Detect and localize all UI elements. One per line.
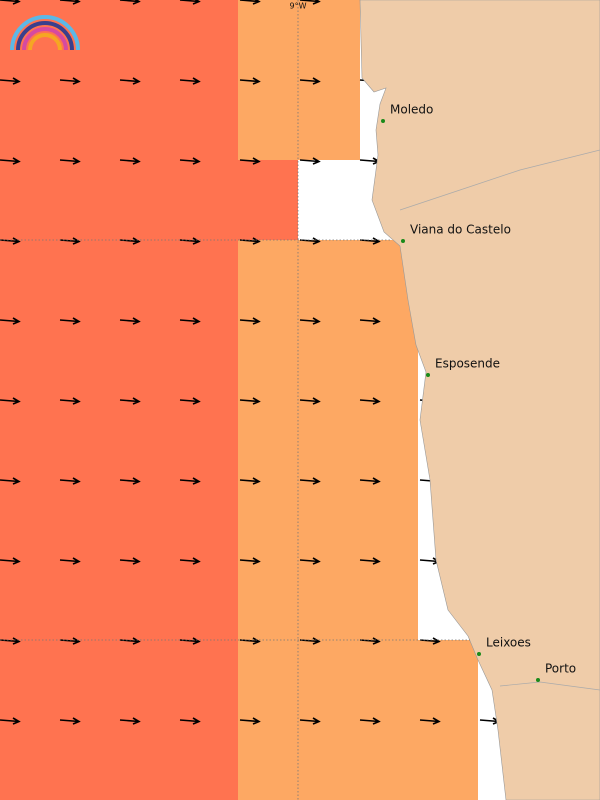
cell-high [238, 160, 298, 240]
arrow [299, 717, 321, 725]
arrow [59, 0, 81, 5]
arrow [59, 317, 81, 325]
place-dot [381, 119, 385, 123]
river [499, 681, 600, 691]
arrow [359, 237, 381, 245]
land [359, 0, 600, 800]
arrow [239, 157, 261, 165]
arrow [239, 317, 261, 325]
arrow [299, 317, 321, 325]
arrow [419, 717, 441, 725]
arrow [59, 477, 81, 485]
arrow [359, 637, 381, 645]
arrow [119, 717, 141, 725]
arrow [239, 637, 261, 645]
arrow [359, 397, 381, 405]
arrow [239, 717, 261, 725]
arrow [59, 397, 81, 405]
place-dot [426, 373, 430, 377]
arrow [299, 0, 321, 5]
arrow [419, 637, 441, 645]
place-dot [536, 678, 540, 682]
arrow [359, 317, 381, 325]
arrow [0, 77, 21, 85]
arrow [179, 157, 201, 165]
arrow [59, 557, 81, 565]
arrow [359, 557, 381, 565]
arrow [179, 0, 201, 5]
arrow [119, 77, 141, 85]
arrow [239, 557, 261, 565]
arrow [0, 0, 21, 5]
arrow [179, 397, 201, 405]
arrow [239, 477, 261, 485]
arrow [179, 477, 201, 485]
arrow [0, 637, 21, 645]
arrow [0, 557, 21, 565]
arrow [0, 237, 21, 245]
axis-label: 9°W [290, 2, 307, 11]
arrow [239, 77, 261, 85]
arrow [119, 477, 141, 485]
places: Moledo Viana do Castelo Esposende Leixoes Po… [381, 103, 576, 682]
arrow [299, 557, 321, 565]
arrow [299, 397, 321, 405]
arrow [119, 557, 141, 565]
arrow [0, 317, 21, 325]
cell-high [0, 0, 238, 800]
place-label: Esposende [435, 357, 500, 371]
place-label: Porto [545, 662, 576, 676]
arrow [59, 157, 81, 165]
arrow [179, 77, 201, 85]
arrow [299, 157, 321, 165]
cell-mid [238, 240, 418, 640]
arrow [179, 717, 201, 725]
arrow [239, 397, 261, 405]
cell-mid [238, 640, 478, 800]
arrow [0, 477, 21, 485]
cell-mid [238, 0, 360, 160]
place-dot [477, 652, 481, 656]
place-label: Leixoes [486, 636, 531, 650]
place-label: Moledo [390, 103, 433, 117]
arrow [299, 237, 321, 245]
arrow [59, 77, 81, 85]
arrow [179, 317, 201, 325]
arrow [0, 397, 21, 405]
arrow [299, 637, 321, 645]
arrow [179, 557, 201, 565]
arrow [0, 717, 21, 725]
place-dot [401, 239, 405, 243]
arrow [59, 717, 81, 725]
arrow [239, 237, 261, 245]
arrow [119, 317, 141, 325]
border [399, 149, 600, 211]
arrow [299, 77, 321, 85]
arrow [0, 157, 21, 165]
arrow [119, 157, 141, 165]
arrow [359, 717, 381, 725]
arrow [119, 0, 141, 5]
arrow [119, 397, 141, 405]
place-label: Viana do Castelo [410, 223, 511, 237]
arrow [359, 477, 381, 485]
arrow [299, 477, 321, 485]
logo [10, 15, 80, 51]
arrow [239, 0, 261, 5]
